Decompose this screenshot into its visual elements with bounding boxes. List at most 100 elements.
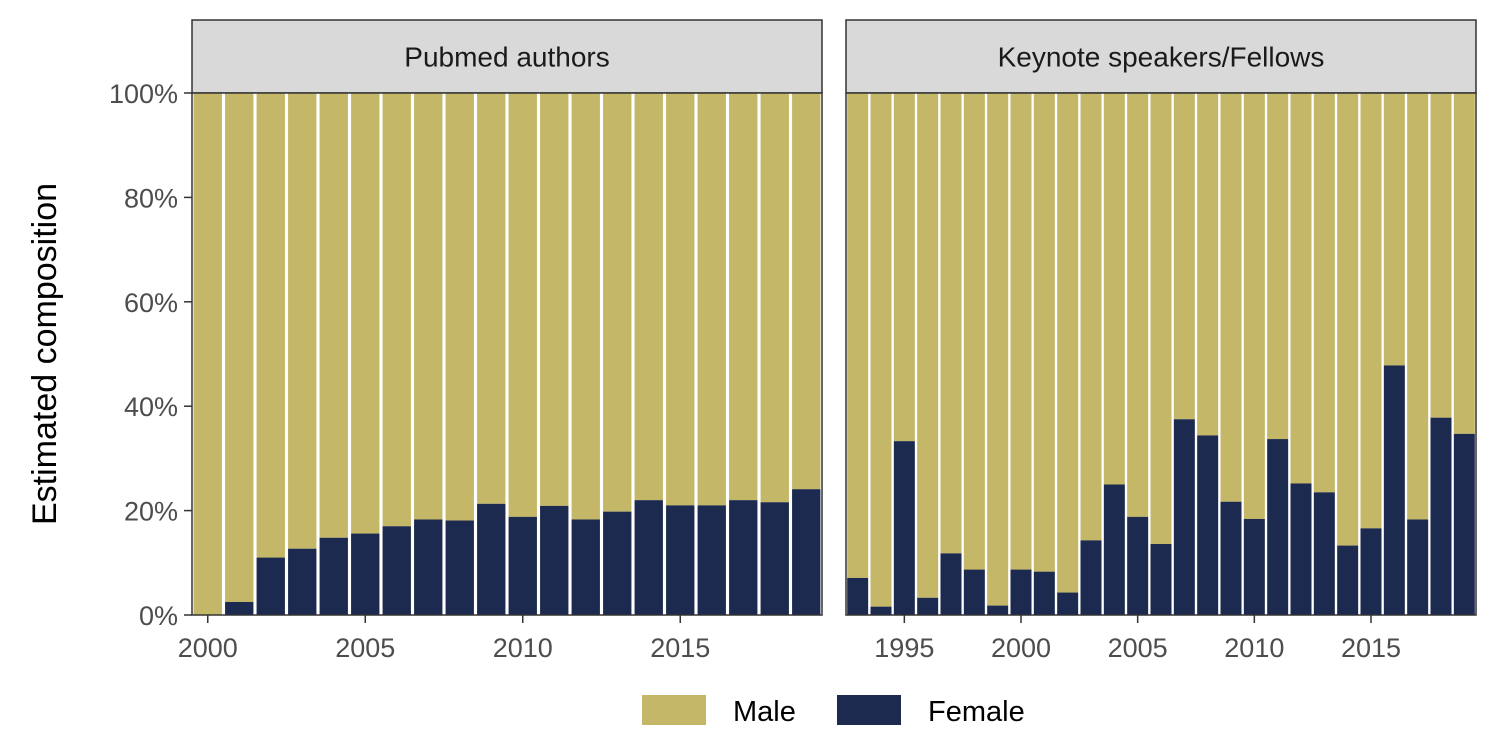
bar-male-2014 [634,93,663,501]
bar-male-2017 [729,93,758,501]
bar-female-2018 [760,502,789,615]
y-tick-label: 20% [124,497,178,527]
bar-male-2016 [1383,93,1405,366]
bar-male-2003 [288,93,317,549]
bar-female-2015 [666,505,695,615]
bar-male-1994 [870,93,892,607]
bar-female-2007 [414,519,443,615]
bar-female-2008 [1197,435,1219,615]
bar-male-2019 [1453,93,1475,434]
panel-strip [191,19,823,94]
bar-male-2001 [1033,93,1055,572]
bar-male-2007 [1173,93,1195,420]
bar-male-2003 [1080,93,1102,541]
y-tick-label: 80% [124,183,178,213]
bar-female-2015 [1360,528,1382,615]
bar-male-2013 [1313,93,1335,493]
x-tick-label: 1995 [874,633,934,663]
panel-title: Keynote speakers/Fellows [998,42,1325,73]
bar-male-2000 [1010,93,1032,570]
bar-female-2018 [1430,417,1452,615]
panel-title: Pubmed authors [404,42,609,73]
bar-female-1999 [987,605,1009,615]
y-tick-label: 40% [124,392,178,422]
bar-male-2007 [414,93,443,520]
x-tick-label: 2015 [1341,633,1401,663]
bar-male-2012 [1290,93,1312,484]
bar-female-2009 [477,503,506,615]
bar-male-2006 [1150,93,1172,545]
bar-female-2002 [1057,592,1079,615]
panel-border [845,92,1477,616]
bar-female-1994 [870,606,892,615]
bar-female-2008 [445,520,474,615]
bar-male-2005 [351,93,380,534]
bar-female-2016 [1383,365,1405,615]
bar-female-2006 [1150,544,1172,615]
bar-male-2014 [1337,93,1359,546]
x-tick-label: 2000 [991,633,1051,663]
bar-male-1996 [917,93,939,598]
legend: Male Female [642,695,1025,728]
bar-male-2011 [540,93,569,506]
bar-male-2004 [319,93,348,538]
bar-female-2006 [382,526,411,615]
bar-female-2004 [1103,484,1125,615]
bar-male-2012 [571,93,600,520]
bar-female-2005 [1127,516,1149,615]
bar-male-2010 [1243,93,1265,519]
bar-female-2014 [634,500,663,615]
bar-male-2016 [697,93,726,506]
panel-border [191,92,823,616]
bar-male-2017 [1407,93,1429,520]
bar-male-2002 [256,93,285,558]
bar-female-1998 [963,569,985,615]
bar-male-1998 [963,93,985,570]
bar-male-2006 [382,93,411,527]
bar-female-2017 [729,500,758,615]
bar-female-2016 [697,505,726,615]
y-axis: 0% 20% 40% 60% 80% 100% [109,79,192,631]
bar-female-2012 [571,519,600,615]
panel-1: Pubmed authors 2000 2005 2010 2015 [178,19,823,663]
bar-male-2011 [1267,93,1289,440]
y-tick-label: 0% [139,601,178,631]
bar-female-1996 [917,597,939,615]
bar-male-2002 [1057,93,1079,593]
x-tick-label: 2005 [335,633,395,663]
legend-key-male [642,695,706,725]
bar-male-2008 [1197,93,1219,436]
bar-female-2007 [1173,419,1195,615]
bar-male-2010 [508,93,537,517]
bar-male-2009 [477,93,506,504]
bar-male-2000 [193,93,222,615]
bar-female-1997 [940,553,962,615]
bar-female-1995 [893,441,915,615]
bar-female-2010 [508,516,537,615]
bar-female-2003 [1080,540,1102,615]
bar-female-2005 [351,533,380,615]
bar-female-2000 [1010,569,1032,615]
bar-female-2001 [1033,571,1055,615]
bar-male-2009 [1220,93,1242,502]
bar-male-1995 [893,93,915,442]
y-axis-title: Estimated composition [26,183,64,525]
bar-female-2017 [1407,519,1429,615]
bar-female-2004 [319,537,348,615]
bar-male-2018 [1430,93,1452,418]
panel-2: Keynote speakers/Fellows 1995 2000 2005 2010… [845,19,1477,663]
bar-female-2002 [256,557,285,615]
legend-label-male: Male [733,696,796,728]
bar-male-1999 [987,93,1009,606]
legend-key-female [837,695,901,725]
y-tick-label: 60% [124,288,178,318]
bar-male-2015 [666,93,695,506]
bar-female-2013 [1313,492,1335,615]
bar-male-1993 [847,93,869,578]
bar-male-2015 [1360,93,1382,529]
bar-male-1997 [940,93,962,554]
bar-female-2003 [288,548,317,615]
bar-female-2019 [792,489,821,615]
bar-male-2019 [792,93,821,490]
